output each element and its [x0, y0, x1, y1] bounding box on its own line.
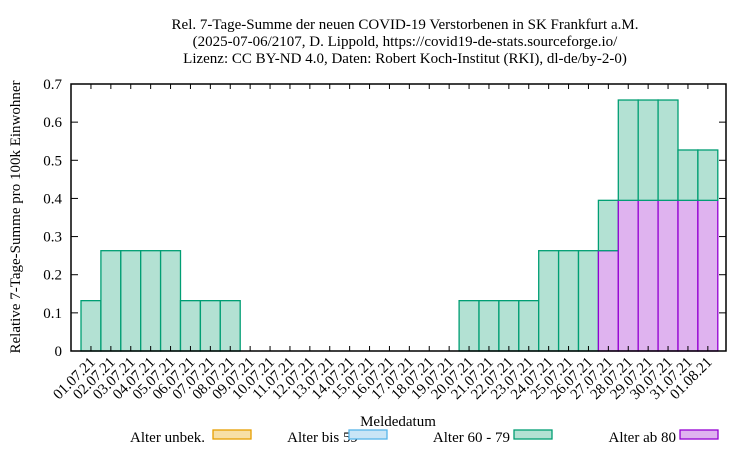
bar-alter-60-79-28.07.21: [617, 99, 639, 201]
bar-alter-ab-80-31.07.21: [677, 199, 699, 352]
bar-alter-60-79-03.07.21: [120, 250, 142, 352]
legend-swatch: [513, 429, 553, 440]
legend-swatch: [679, 429, 719, 440]
plot-frame: [70, 83, 727, 352]
bar-alter-60-79-01.07.21: [80, 300, 102, 352]
bars: [80, 99, 719, 352]
title-line-1: Rel. 7-Tage-Summe der neuen COVID-19 Ver…: [172, 17, 639, 33]
bar-alter-ab-80-29.07.21: [637, 199, 659, 352]
bar-alter-60-79-21.07.21: [478, 300, 500, 352]
bar-alter-60-79-05.07.21: [159, 250, 182, 352]
bar-alter-60-79-08.07.21: [219, 300, 241, 352]
bar-alter-60-79-04.07.21: [140, 250, 162, 352]
bar-alter-60-79-23.07.21: [518, 300, 540, 352]
bar-alter-60-79-29.07.21: [637, 99, 659, 201]
bar-alter-60-79-22.07.21: [498, 300, 520, 352]
legend-label: Alter 60 - 79: [433, 430, 510, 446]
bar-alter-ab-80-28.07.21: [617, 199, 639, 352]
bar-alter-60-79-25.07.21: [557, 250, 580, 352]
bar-alter-60-79-06.07.21: [179, 300, 202, 352]
title: Rel. 7-Tage-Summe der neuen COVID-19 Ver…: [172, 17, 639, 67]
y-tick-label: 0.3: [43, 230, 62, 246]
bar-alter-60-79-30.07.21: [657, 99, 679, 201]
bar-alter-60-79-24.07.21: [538, 250, 560, 352]
y-tick-label: 0.4: [43, 191, 62, 207]
y-axis: 0 0.1 0.2 0.3 0.4 0.5 0.6 0.7: [43, 77, 726, 360]
legend-label: Alter unbek.: [130, 430, 205, 446]
bar-alter-60-79-01.08.21: [697, 149, 719, 201]
y-tick-label: 0.5: [43, 153, 62, 169]
legend-label: Alter bis 59: [287, 430, 358, 446]
bar-alter-60-79-02.07.21: [100, 250, 122, 352]
title-line-2: (2025-07-06/2107, D. Lippold, https://co…: [193, 34, 618, 50]
bar-alter-ab-80-01.08.21: [697, 199, 719, 352]
legend-label: Alter ab 80: [609, 430, 676, 446]
bar-alter-60-79-31.07.21: [677, 149, 699, 201]
legend: Alter unbek. Alter bis 59 Alter 60 - 79 Alt…: [130, 429, 719, 446]
bar-alter-60-79-07.07.21: [199, 300, 221, 352]
y-tick-label: 0.7: [43, 77, 62, 93]
y-tick-label: 0.2: [43, 268, 62, 284]
legend-swatch: [212, 429, 252, 440]
title-line-3: Lizenz: CC BY-ND 4.0, Daten: Robert Koch…: [183, 51, 627, 67]
y-tick-label: 0.6: [43, 115, 62, 131]
y-tick-label: 0: [55, 344, 63, 360]
y-tick-label: 0.1: [43, 306, 62, 322]
legend-swatch: [348, 429, 388, 440]
bar-alter-60-79-20.07.21: [458, 300, 480, 352]
bar-alter-ab-80-27.07.21: [597, 250, 619, 352]
bar-alter-ab-80-30.07.21: [657, 199, 679, 352]
bar-alter-60-79-26.07.21: [577, 250, 600, 352]
bar-alter-60-79-27.07.21: [597, 199, 619, 252]
y-axis-label: Relative 7-Tage-Summe pro 100k Einwohner: [8, 80, 24, 353]
x-axis-label: Meldedatum: [360, 414, 436, 430]
